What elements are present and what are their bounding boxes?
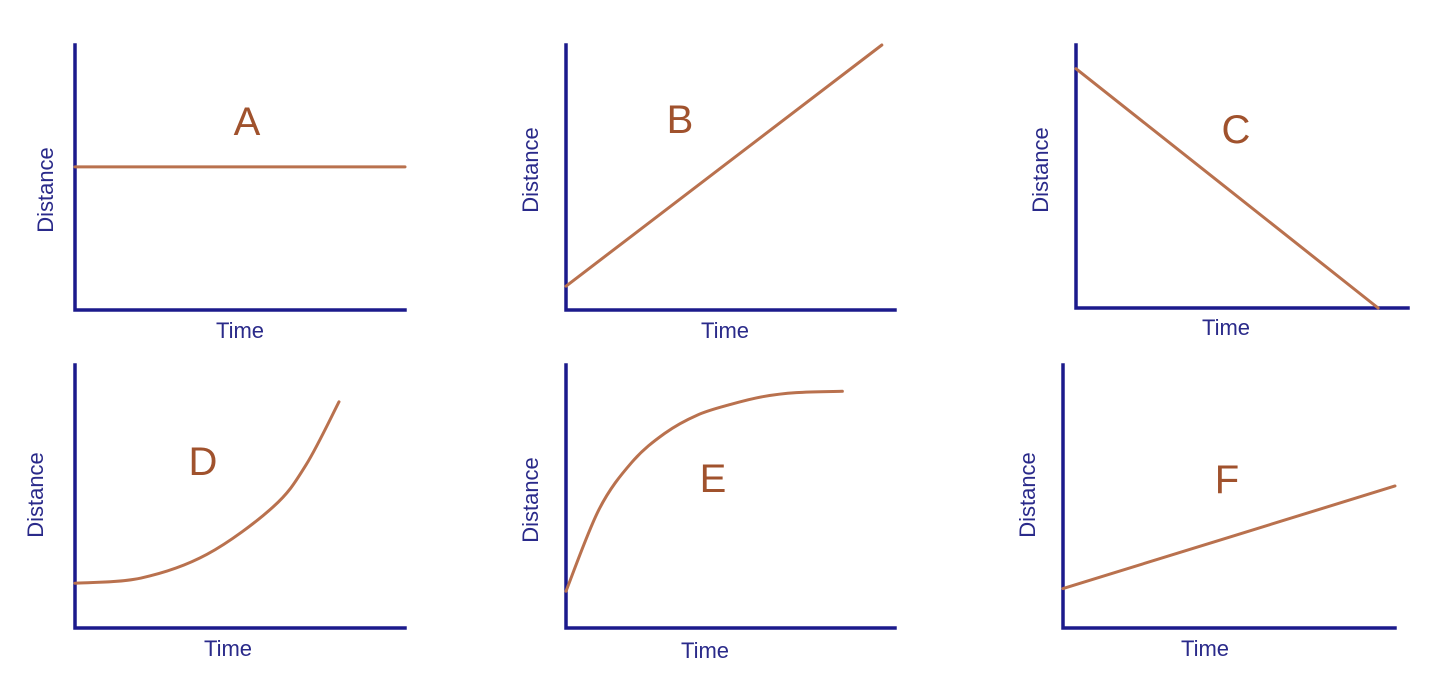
panel-label: E — [700, 457, 727, 501]
panel-label: B — [667, 98, 694, 142]
x-axis-label: Time — [1181, 636, 1229, 661]
panel-label: C — [1222, 108, 1251, 152]
panel-label: F — [1215, 458, 1239, 502]
panel-label: A — [234, 100, 261, 144]
axes — [73, 363, 407, 630]
axes — [564, 363, 897, 630]
axes — [564, 43, 897, 312]
x-axis-label: Time — [204, 636, 252, 661]
distance-time-line — [564, 389, 844, 593]
y-axis-label: Distance — [1015, 452, 1040, 538]
axes — [1074, 43, 1410, 310]
x-axis-label: Time — [681, 638, 729, 663]
graph-c: C Time Distance — [1028, 43, 1410, 340]
y-axis-label: Distance — [518, 457, 543, 543]
y-axis-label: Distance — [518, 127, 543, 213]
graph-a: A Time Distance — [33, 43, 407, 343]
graph-f: F Time Distance — [1015, 363, 1397, 661]
axes — [73, 43, 407, 312]
graph-b: B Time Distance — [518, 43, 897, 343]
axes — [1061, 363, 1397, 630]
x-axis-label: Time — [701, 318, 749, 343]
distance-time-line — [73, 400, 341, 585]
graph-d: D Time Distance — [23, 363, 407, 661]
x-axis-label: Time — [216, 318, 264, 343]
y-axis-label: Distance — [1028, 127, 1053, 213]
graph-e: E Time Distance — [518, 363, 897, 663]
distance-time-line — [1061, 484, 1397, 591]
distance-time-line — [1074, 67, 1380, 310]
x-axis-label: Time — [1202, 315, 1250, 340]
panel-label: D — [189, 440, 218, 484]
y-axis-label: Distance — [23, 452, 48, 538]
distance-time-line — [564, 43, 884, 288]
y-axis-label: Distance — [33, 147, 58, 233]
